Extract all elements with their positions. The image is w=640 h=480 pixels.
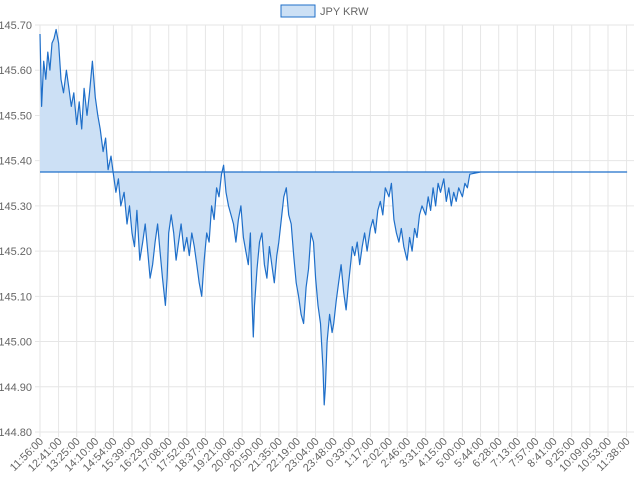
- chart-legend[interactable]: JPY KRW: [280, 4, 369, 18]
- y-tick-label: 145.50: [0, 110, 32, 122]
- y-tick-label: 145.40: [0, 156, 32, 168]
- y-tick-label: 145.60: [0, 65, 32, 77]
- y-tick-label: 145.10: [0, 291, 32, 303]
- series-line-jpy-krw[interactable]: [39, 28, 628, 406]
- y-tick-label: 144.80: [0, 427, 32, 439]
- legend-swatch-jpy-krw[interactable]: [280, 4, 316, 18]
- plot-area: [39, 28, 628, 432]
- y-tick-label: 145.20: [0, 246, 32, 258]
- y-tick-label: 145.70: [0, 20, 32, 32]
- y-axis-ticks: 145.70 145.60 145.50 145.40 145.30 145.20 145.…: [0, 20, 32, 439]
- y-tick-label: 145.00: [0, 337, 32, 349]
- y-tick-label: 145.30: [0, 201, 32, 213]
- x-axis-ticks: 11:56:0012:41:0013:25:0014:10:0014:54:00…: [8, 436, 633, 475]
- legend-label-jpy-krw: JPY KRW: [320, 6, 369, 18]
- series-area-jpy-krw: [40, 29, 627, 432]
- y-tick-label: 144.90: [0, 382, 32, 394]
